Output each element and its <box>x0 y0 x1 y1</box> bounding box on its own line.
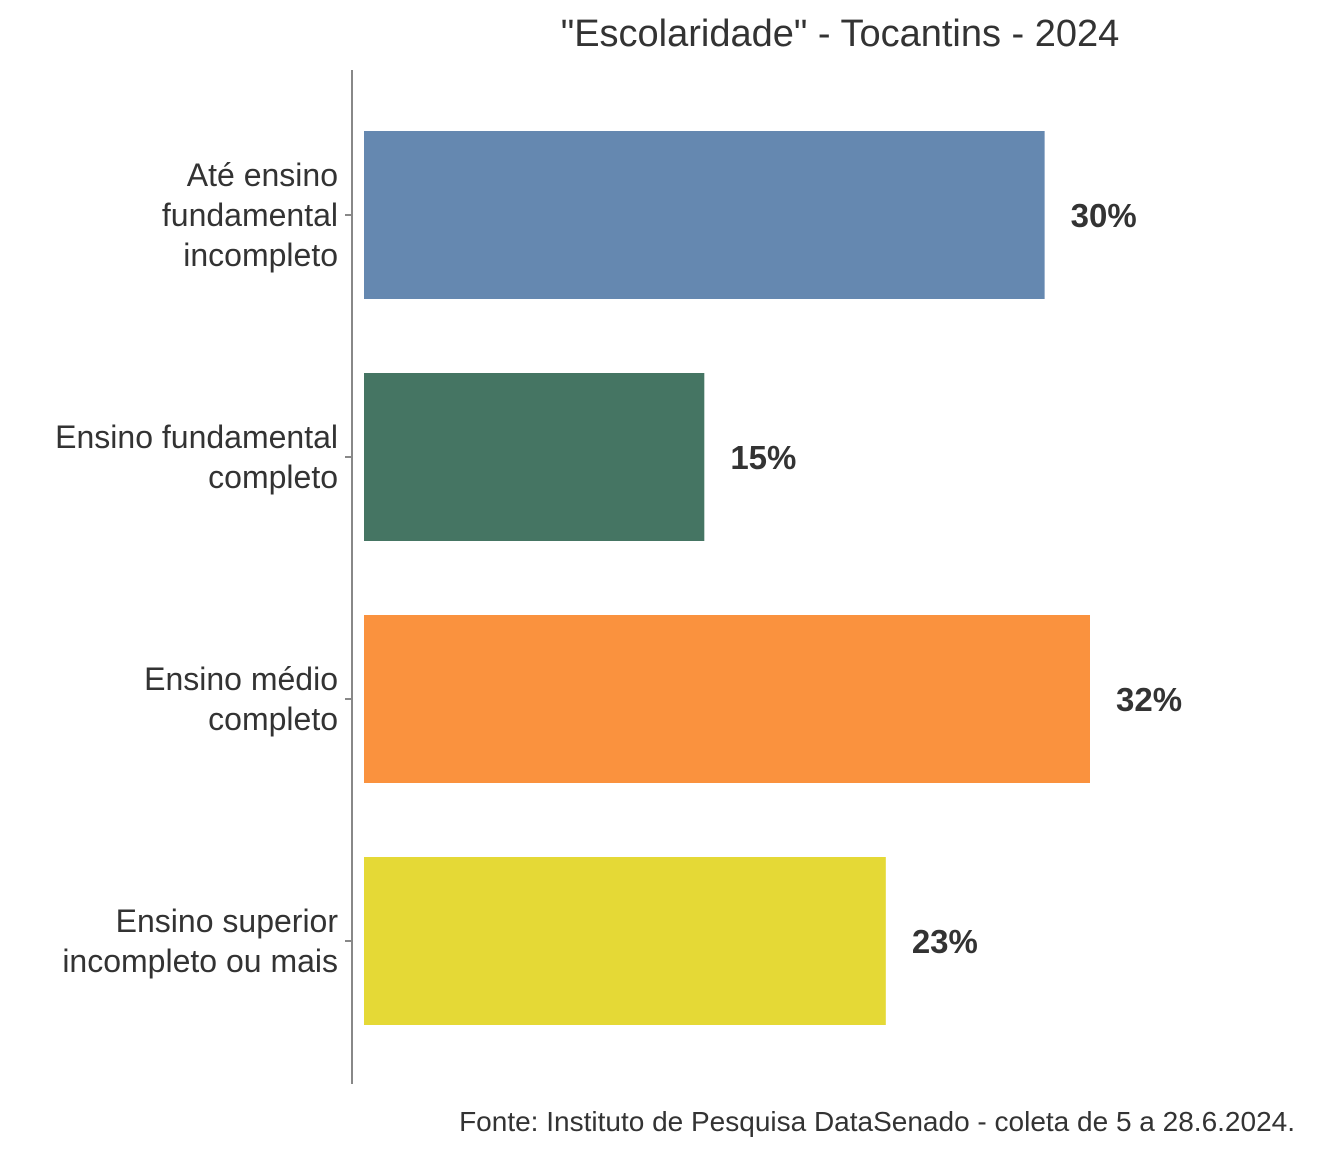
value-label-3: 32% <box>1116 681 1182 718</box>
category-label-3: Ensino médio completo <box>144 661 338 737</box>
source-caption: Fonte: Instituto de Pesquisa DataSenado … <box>459 1106 1295 1137</box>
bar-3 <box>364 615 1090 783</box>
value-label-1: 30% <box>1071 197 1137 234</box>
category-label-4: Ensino superior incompleto ou mais <box>62 903 338 979</box>
bar-1 <box>364 131 1045 299</box>
chart-title: "Escolaridade" - Tocantins - 2024 <box>561 13 1120 55</box>
category-label-2: Ensino fundamental completo <box>55 419 338 495</box>
value-label-2: 15% <box>730 439 796 476</box>
bar-2 <box>364 373 705 541</box>
bar-4 <box>364 857 886 1025</box>
bars-group: 30% Até ensino fundamental incompleto 15% Ens… <box>55 131 1182 1025</box>
category-label-1: Até ensino fundamental incompleto <box>162 157 338 273</box>
value-label-4: 23% <box>912 923 978 960</box>
